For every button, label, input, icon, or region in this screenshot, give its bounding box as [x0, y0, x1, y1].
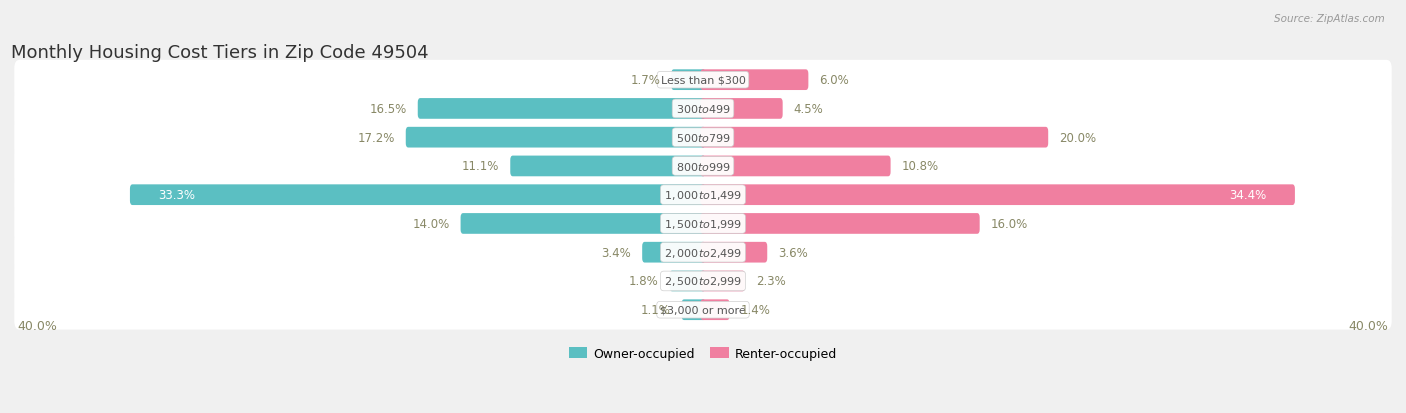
FancyBboxPatch shape [14, 61, 1392, 100]
Legend: Owner-occupied, Renter-occupied: Owner-occupied, Renter-occupied [564, 342, 842, 365]
FancyBboxPatch shape [643, 242, 706, 263]
Text: 1.8%: 1.8% [628, 275, 658, 288]
FancyBboxPatch shape [418, 99, 706, 119]
FancyBboxPatch shape [461, 214, 706, 234]
Text: 3.4%: 3.4% [602, 246, 631, 259]
FancyBboxPatch shape [700, 300, 730, 320]
Text: $500 to $799: $500 to $799 [675, 132, 731, 144]
FancyBboxPatch shape [406, 128, 706, 148]
Text: 1.4%: 1.4% [741, 304, 770, 316]
FancyBboxPatch shape [129, 185, 706, 206]
Text: 16.5%: 16.5% [370, 103, 406, 116]
Text: $3,000 or more: $3,000 or more [661, 305, 745, 315]
Text: 4.5%: 4.5% [794, 103, 824, 116]
FancyBboxPatch shape [700, 70, 808, 91]
FancyBboxPatch shape [700, 185, 1295, 206]
FancyBboxPatch shape [14, 118, 1392, 158]
Text: 10.8%: 10.8% [901, 160, 939, 173]
FancyBboxPatch shape [510, 156, 706, 177]
FancyBboxPatch shape [14, 89, 1392, 129]
Text: 1.1%: 1.1% [641, 304, 671, 316]
Text: 1.7%: 1.7% [630, 74, 661, 87]
FancyBboxPatch shape [14, 147, 1392, 186]
Text: $2,500 to $2,999: $2,500 to $2,999 [664, 275, 742, 288]
FancyBboxPatch shape [700, 128, 1049, 148]
Text: 14.0%: 14.0% [412, 217, 450, 230]
Text: $800 to $999: $800 to $999 [675, 161, 731, 173]
Text: 40.0%: 40.0% [18, 319, 58, 332]
Text: $2,000 to $2,499: $2,000 to $2,499 [664, 246, 742, 259]
FancyBboxPatch shape [700, 156, 890, 177]
Text: 20.0%: 20.0% [1059, 131, 1097, 144]
Text: $1,000 to $1,499: $1,000 to $1,499 [664, 189, 742, 202]
FancyBboxPatch shape [14, 233, 1392, 273]
Text: 40.0%: 40.0% [1348, 319, 1388, 332]
FancyBboxPatch shape [700, 214, 980, 234]
FancyBboxPatch shape [14, 204, 1392, 244]
Text: 6.0%: 6.0% [820, 74, 849, 87]
Text: 11.1%: 11.1% [461, 160, 499, 173]
FancyBboxPatch shape [682, 300, 706, 320]
Text: Source: ZipAtlas.com: Source: ZipAtlas.com [1274, 14, 1385, 24]
Text: 3.6%: 3.6% [779, 246, 808, 259]
FancyBboxPatch shape [700, 242, 768, 263]
Text: Less than $300: Less than $300 [661, 76, 745, 85]
Text: $300 to $499: $300 to $499 [675, 103, 731, 115]
FancyBboxPatch shape [669, 271, 706, 292]
FancyBboxPatch shape [14, 261, 1392, 301]
Text: 34.4%: 34.4% [1229, 189, 1267, 202]
Text: 17.2%: 17.2% [357, 131, 395, 144]
Text: 33.3%: 33.3% [159, 189, 195, 202]
Text: 2.3%: 2.3% [756, 275, 786, 288]
Text: Monthly Housing Cost Tiers in Zip Code 49504: Monthly Housing Cost Tiers in Zip Code 4… [11, 44, 429, 62]
FancyBboxPatch shape [14, 290, 1392, 330]
FancyBboxPatch shape [700, 99, 783, 119]
FancyBboxPatch shape [700, 271, 745, 292]
FancyBboxPatch shape [14, 176, 1392, 215]
FancyBboxPatch shape [671, 70, 706, 91]
Text: 16.0%: 16.0% [991, 217, 1028, 230]
Text: $1,500 to $1,999: $1,500 to $1,999 [664, 217, 742, 230]
